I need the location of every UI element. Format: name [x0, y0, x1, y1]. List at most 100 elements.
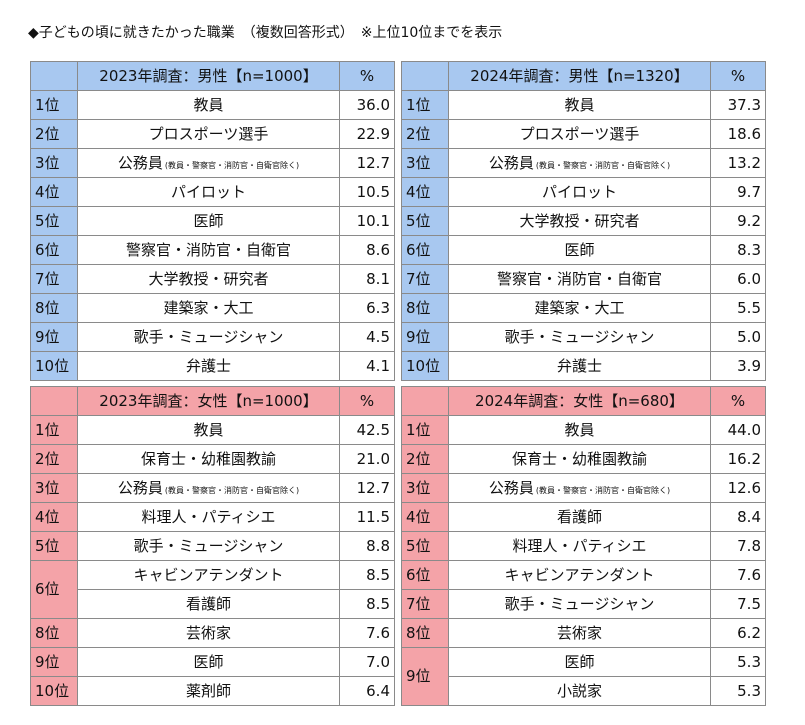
job-label: 芸術家 [185, 623, 231, 642]
rank-cell: 1位 [30, 415, 78, 445]
ranking-table-2024-male: 2024年調査：男性【n=1320】% 1位 教員 37.3 2位 プロスポーツ選手 18.… [401, 61, 766, 381]
percent-value-cell: 22.9 [339, 119, 395, 149]
job-cell: 料理人・パティシエ [77, 502, 340, 532]
percent-value-cell: 9.2 [710, 206, 766, 236]
table-row: 2位 プロスポーツ選手 22.9 [30, 119, 395, 149]
job-label: 小説家 [556, 681, 602, 700]
rank-cell: 6位 [30, 560, 78, 619]
percent-value-cell: 13.2 [710, 148, 766, 178]
table-row: 小説家 5.3 [402, 676, 766, 706]
percent-value-cell: 11.5 [339, 502, 395, 532]
job-label: 保育士・幼稚園教諭 [511, 449, 647, 468]
table-row: 5位 歌手・ミュージシャン 8.8 [30, 531, 395, 561]
job-cell: キャビンアテンダント [448, 560, 711, 590]
percent-value-cell: 6.2 [710, 618, 766, 648]
job-label: 歌手・ミュージシャン [504, 327, 655, 346]
job-cell: 建築家・大工 [77, 293, 340, 323]
percent-value-cell: 12.7 [339, 148, 395, 178]
job-cell: 看護師 [77, 589, 340, 619]
table-row: 8位 芸術家 7.6 [30, 618, 395, 648]
table-header-row: 2023年調査：男性【n=1000】% [30, 61, 395, 91]
job-cell: 保育士・幼稚園教諭 [448, 444, 711, 474]
job-label: 建築家・大工 [163, 298, 254, 317]
rank-cell: 2位 [401, 444, 449, 474]
job-cell: 教員 [77, 90, 340, 120]
job-label: パイロット [170, 182, 246, 201]
percent-value-cell: 12.7 [339, 473, 395, 503]
job-cell: パイロット [448, 177, 711, 207]
table-header-title: 2023年調査：男性【n=1000】 [77, 61, 340, 91]
rank-cell: 5位 [30, 531, 78, 561]
table-header-title: 2023年調査：女性【n=1000】 [77, 386, 340, 416]
page-title: ◆子どもの頃に就きたかった職業 （複数回答形式） ※上位10位までを表示 [28, 25, 503, 41]
job-label: 建築家・大工 [534, 298, 625, 317]
job-cell: 医師 [77, 647, 340, 677]
job-label: 医師 [564, 652, 595, 671]
percent-value-cell: 6.3 [339, 293, 395, 323]
job-label: パイロット [541, 182, 617, 201]
job-cell: 教員 [77, 415, 340, 445]
rank-cell: 9位 [30, 322, 78, 352]
table-row: 10位 弁護士 3.9 [401, 351, 766, 381]
rank-cell: 9位 [401, 647, 449, 706]
rank-cell: 8位 [30, 618, 78, 648]
table-row: 8位 芸術家 6.2 [401, 618, 766, 648]
table-row: 9位 医師 7.0 [30, 647, 395, 677]
table-row: 2位 プロスポーツ選手 18.6 [401, 119, 766, 149]
job-cell: 大学教授・研究者 [77, 264, 340, 294]
rank-cell: 3位 [401, 473, 449, 503]
rank-cell: 3位 [401, 148, 449, 178]
job-cell: 警察官・消防官・自衛官 [77, 235, 340, 265]
rank-cell: 1位 [401, 415, 449, 445]
table-row: 6位 キャビンアテンダント 7.6 [401, 560, 766, 590]
job-cell: 保育士・幼稚園教諭 [77, 444, 340, 474]
table-row: 10位 弁護士 4.1 [30, 351, 395, 381]
job-cell: 小説家 [448, 676, 711, 706]
table-row: 5位 料理人・パティシエ 7.8 [401, 531, 766, 561]
ranking-table-2024-female: 2024年調査：女性【n=680】% 1位 教員 44.0 2位 保育士・幼稚園教諭 16.… [401, 386, 766, 706]
job-cell: 歌手・ミュージシャン [77, 531, 340, 561]
rank-cell: 1位 [30, 90, 78, 120]
percent-value-cell: 5.3 [710, 676, 766, 706]
rank-cell: 4位 [30, 177, 78, 207]
percent-header: % [339, 61, 395, 91]
percent-value-cell: 37.3 [710, 90, 766, 120]
rank-cell: 10位 [30, 676, 78, 706]
job-note: (教員・警察官・消防官・自衛官除く) [164, 160, 300, 170]
percent-value-cell: 8.5 [339, 589, 395, 619]
header-blank-cell [401, 386, 449, 416]
percent-value-cell: 8.1 [339, 264, 395, 294]
job-note: (教員・警察官・消防官・自衛官除く) [164, 485, 300, 495]
table-row: 10位 薬剤師 6.4 [30, 676, 395, 706]
percent-value-cell: 12.6 [710, 473, 766, 503]
job-cell: 教員 [448, 90, 711, 120]
job-label: 芸術家 [556, 623, 602, 642]
percent-header: % [339, 386, 395, 416]
job-cell: 歌手・ミュージシャン [448, 322, 711, 352]
job-label: 公務員 [117, 153, 163, 172]
job-cell: 教員 [448, 415, 711, 445]
percent-value-cell: 36.0 [339, 90, 395, 120]
table-row: 6位 キャビンアテンダント 8.5 [30, 560, 395, 619]
table-row: 7位 歌手・ミュージシャン 7.5 [401, 589, 766, 619]
job-cell: プロスポーツ選手 [448, 119, 711, 149]
job-label: プロスポーツ選手 [519, 124, 640, 143]
percent-header: % [710, 61, 766, 91]
rank-cell: 5位 [401, 206, 449, 236]
ranking-table-2023-male: 2023年調査：男性【n=1000】% 1位 教員 36.0 2位 プロスポーツ選手 22.… [30, 61, 395, 381]
percent-value-cell: 42.5 [339, 415, 395, 445]
table-row: 9位 歌手・ミュージシャン 4.5 [30, 322, 395, 352]
table-header-title: 2024年調査：女性【n=680】 [448, 386, 711, 416]
percent-value-cell: 8.3 [710, 235, 766, 265]
job-label: 歌手・ミュージシャン [133, 327, 284, 346]
table-row: 5位 大学教授・研究者 9.2 [401, 206, 766, 236]
percent-value-cell: 8.4 [710, 502, 766, 532]
job-cell: 公務員 (教員・警察官・消防官・自衛官除く) [77, 148, 340, 178]
percent-value-cell: 7.0 [339, 647, 395, 677]
job-label: 警察官・消防官・自衛官 [125, 240, 291, 259]
rank-cell: 7位 [401, 264, 449, 294]
percent-value-cell: 16.2 [710, 444, 766, 474]
percent-value-cell: 6.4 [339, 676, 395, 706]
job-cell: 弁護士 [77, 351, 340, 381]
rank-cell: 5位 [30, 206, 78, 236]
